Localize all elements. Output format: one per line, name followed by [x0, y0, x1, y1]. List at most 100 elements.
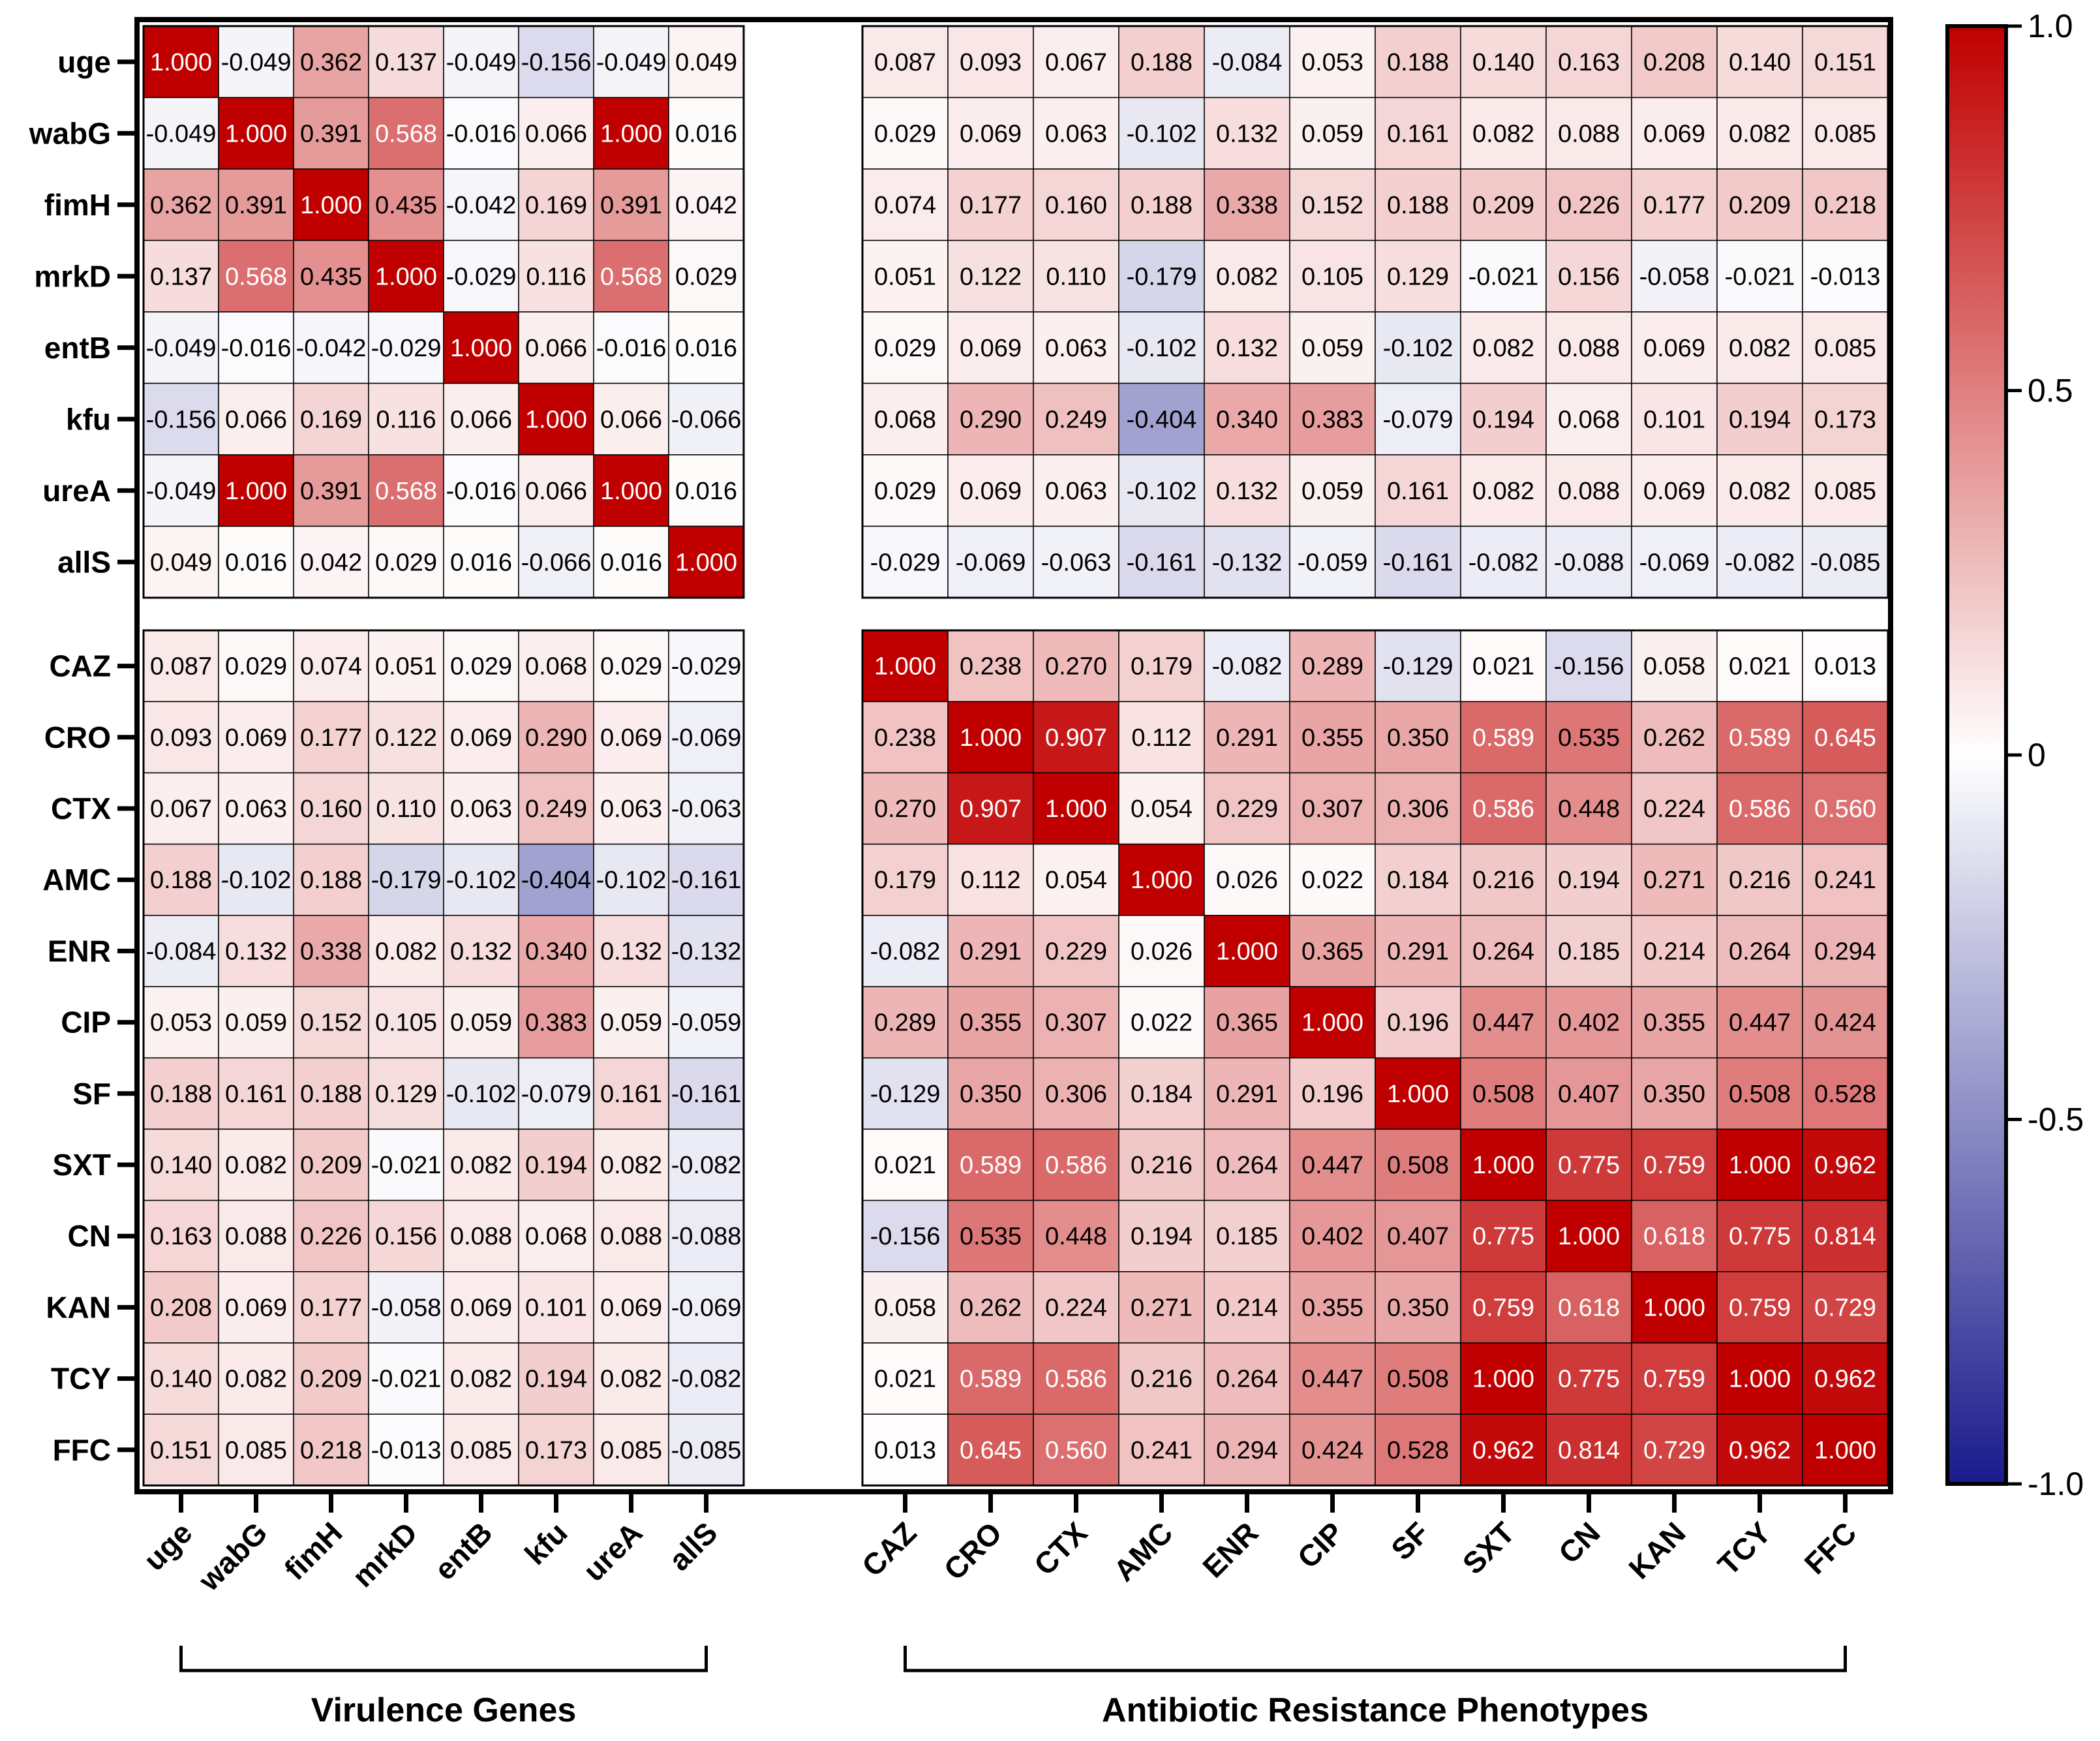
heatmap-cell	[218, 1199, 294, 1272]
heatmap-cell	[1204, 1342, 1290, 1415]
cell-value-label: -0.102	[446, 867, 517, 894]
cell-value-label: 0.156	[1558, 263, 1620, 290]
cell-value-label: 0.775	[1472, 1223, 1534, 1250]
cell-value-label: 0.116	[376, 406, 436, 433]
cell-value-label: 0.068	[874, 406, 936, 433]
cell-value-label: 0.053	[150, 1009, 212, 1037]
heatmap-cell	[1033, 525, 1119, 598]
cell-value-label: 0.029	[225, 653, 287, 681]
cell-value-label: 0.088	[1558, 478, 1620, 505]
cell-value-label: -0.069	[956, 549, 1026, 576]
heatmap-cell	[1289, 311, 1376, 384]
cell-value-label: -0.049	[146, 120, 217, 147]
row-label: fimH	[44, 188, 111, 222]
cell-value-label: 0.082	[1216, 263, 1278, 290]
cell-value-label: 0.132	[1216, 478, 1278, 505]
heatmap-cell	[593, 239, 669, 313]
cell-value-label: 0.110	[376, 795, 436, 823]
cell-value-label: -0.082	[1725, 549, 1795, 576]
row-axis: uge wabG fimH mrkD entB kfu ureA allS CAZ CRO CTX A…	[29, 45, 137, 1467]
heatmap-cell	[1375, 1128, 1461, 1201]
heatmap-cell	[1716, 630, 1803, 702]
cell-value-label: -0.082	[870, 938, 941, 965]
heatmap-cell	[1118, 1413, 1205, 1487]
cell-value-label: 0.586	[1045, 1152, 1107, 1179]
heatmap-cell	[1289, 382, 1376, 455]
heatmap-cell	[443, 1057, 519, 1130]
cell-value-label: -0.132	[671, 938, 742, 965]
cell-value-label: 0.229	[1045, 938, 1107, 965]
cell-value-label: 0.029	[450, 653, 512, 681]
heatmap-cell	[1716, 168, 1803, 241]
cell-value-label: -0.085	[1810, 549, 1881, 576]
heatmap-cell	[1289, 1199, 1376, 1272]
cell-value-label: 0.082	[600, 1366, 662, 1393]
heatmap-cell	[143, 25, 219, 99]
heatmap-cell	[1033, 311, 1119, 384]
cell-value-label: 0.216	[1472, 867, 1534, 894]
cell-value-label: 0.067	[150, 795, 212, 823]
heatmap-cell	[293, 986, 369, 1058]
cell-value-label: 0.218	[1814, 192, 1876, 219]
cell-value-label: 0.907	[1045, 724, 1107, 752]
heatmap-cell	[218, 454, 294, 527]
heatmap-cell	[1716, 382, 1803, 455]
heatmap-cell	[1716, 915, 1803, 987]
heatmap-cell	[1204, 701, 1290, 774]
cell-value-label: 1.000	[450, 335, 512, 362]
cell-value-label: 1.000	[600, 478, 662, 505]
cell-value-label: 0.535	[1558, 724, 1620, 752]
cell-value-label: 0.238	[960, 653, 1022, 681]
heatmap-cell	[368, 239, 444, 313]
heatmap-cell	[1289, 1057, 1376, 1130]
heatmap-cell	[1545, 915, 1632, 987]
heatmap-cell	[1033, 986, 1119, 1058]
heatmap-cell	[947, 168, 1034, 241]
cell-value-label: 0.188	[1387, 49, 1449, 76]
heatmap-cell	[218, 701, 294, 774]
row-label: entB	[44, 331, 111, 365]
heatmap-cell	[862, 525, 949, 598]
cell-value-label: 0.074	[874, 192, 936, 219]
heatmap-cell	[947, 630, 1034, 702]
heatmap-cell	[593, 772, 669, 845]
cell-value-label: 1.000	[675, 549, 737, 576]
heatmap-cell	[1460, 239, 1547, 313]
cell-value-label: 0.088	[225, 1223, 287, 1250]
heatmap-cell	[1375, 772, 1461, 845]
heatmap-cell	[1631, 915, 1718, 987]
cell-value-label: 0.051	[375, 653, 437, 681]
cell-value-label: 0.188	[150, 867, 212, 894]
cell-value-label: 0.508	[1387, 1152, 1449, 1179]
cell-value-label: 0.129	[1387, 263, 1449, 290]
cell-value-label: -0.069	[1639, 549, 1710, 576]
cell-value-label: 0.013	[1814, 653, 1876, 681]
cell-value-label: -0.102	[1127, 120, 1197, 147]
cell-value-label: 0.029	[675, 263, 737, 290]
cell-value-label: 0.021	[1729, 653, 1791, 681]
heatmap-cell	[143, 1413, 219, 1487]
heatmap-cell	[293, 1342, 369, 1415]
cell-value-label: 0.177	[300, 1294, 362, 1321]
cell-value-label: -0.029	[671, 653, 742, 681]
heatmap-cell	[443, 311, 519, 384]
heatmap-cell	[1033, 1271, 1119, 1344]
cell-value-label: 0.729	[1814, 1294, 1876, 1321]
group-label: Antibiotic Resistance Phenotypes	[1102, 1691, 1649, 1729]
cell-value-label: 0.568	[225, 263, 287, 290]
heatmap-cell	[443, 97, 519, 170]
heatmap-cell	[668, 772, 744, 845]
heatmap-cell	[518, 1271, 594, 1344]
heatmap-cell	[518, 986, 594, 1058]
cell-value-label: -0.102	[446, 1081, 517, 1108]
colorbar-gradient	[1945, 24, 2008, 1486]
heatmap-cell	[1545, 986, 1632, 1058]
cell-value-label: 0.264	[1472, 938, 1534, 965]
cell-value-label: 0.082	[600, 1152, 662, 1179]
cell-value-label: 0.775	[1558, 1152, 1620, 1179]
heatmap-cell	[1716, 701, 1803, 774]
cell-value-label: 0.224	[1643, 795, 1705, 823]
cell-value-label: 0.132	[1216, 120, 1278, 147]
cell-value-label: 0.294	[1216, 1437, 1278, 1464]
cell-value-label: 0.059	[450, 1009, 512, 1037]
